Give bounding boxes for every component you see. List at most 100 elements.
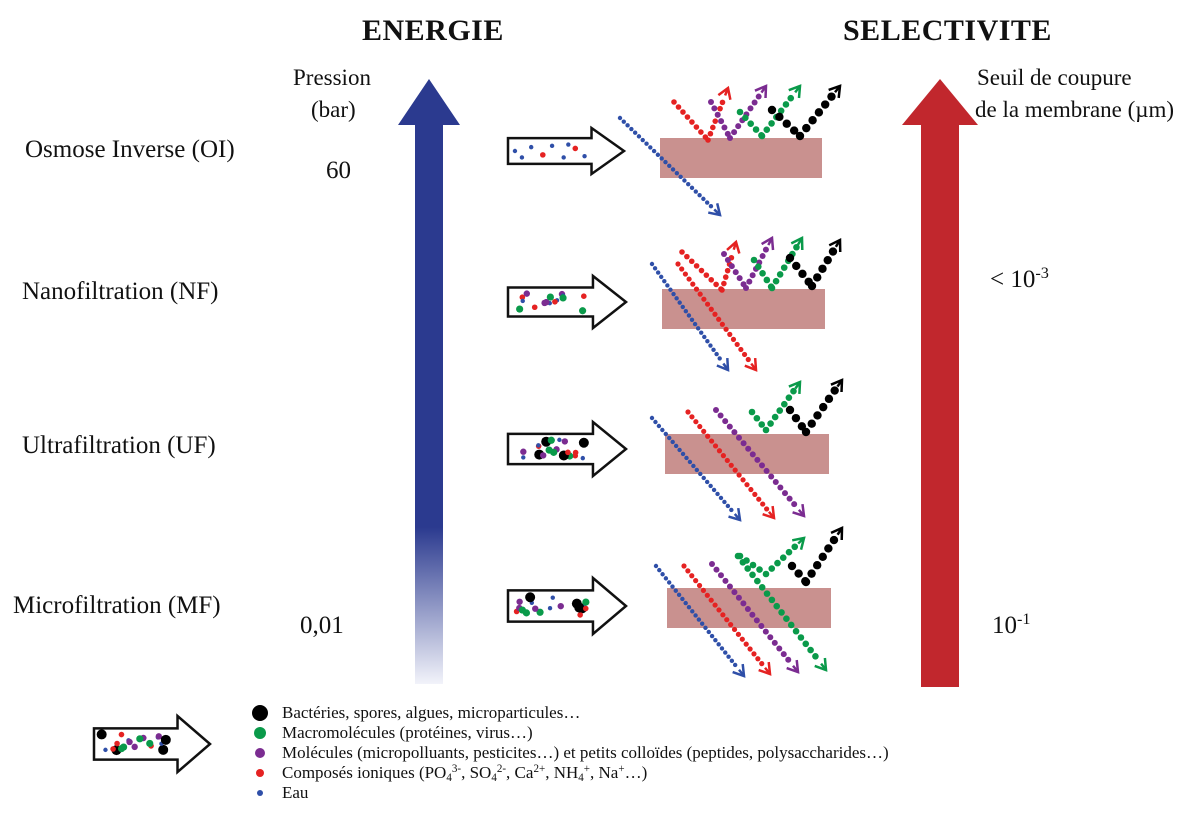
legend: Bactéries, spores, algues, microparticul… <box>252 703 889 803</box>
macro-reject-nf <box>750 235 804 292</box>
pressure-label-line1: Pression <box>293 65 371 90</box>
legend-text-macro: Macromolécules (protéines, virus…) <box>282 723 533 742</box>
feed-arrow-oi <box>506 125 627 177</box>
water-particle <box>561 155 566 160</box>
ionic-flow-mf <box>681 563 772 676</box>
ionic-particle <box>572 452 579 459</box>
bacteria-reject-nf <box>785 238 842 291</box>
legend-feed-arrow <box>92 713 212 775</box>
macro-reject-uf <box>748 380 802 434</box>
cutoff-top-exp: -3 <box>1035 264 1049 283</box>
water-particle <box>520 298 525 304</box>
legend-item-macro: Macromolécules (protéines, virus…) <box>252 723 889 743</box>
macro-particle <box>547 436 555 444</box>
process-label-nf: Nanofiltration (NF) <box>22 278 219 305</box>
legend-text-molecule: Molécules (micropolluants, pesticites…) … <box>282 743 889 762</box>
membrane-nf <box>662 289 825 329</box>
macro-particle <box>546 293 554 301</box>
ionic-particle <box>110 746 116 752</box>
water-particle <box>566 142 571 147</box>
legend-text-bacteria: Bactéries, spores, algues, microparticul… <box>282 703 581 722</box>
molecule-reject-oi <box>708 84 768 141</box>
molecule-particle <box>557 602 564 610</box>
water-flow-oi <box>617 115 722 217</box>
water-flow-nf <box>649 261 730 372</box>
macro-particle <box>582 598 590 606</box>
molecule-particle <box>540 452 547 459</box>
bacteria-reject-mf <box>787 526 844 587</box>
cutoff-label-line2: de la membrane (µm) <box>975 97 1175 122</box>
selectivity-heading: SELECTIVITE <box>843 14 1052 47</box>
macro-particle <box>518 606 526 614</box>
water-flow-uf <box>649 415 742 522</box>
process-label-uf: Ultrafiltration (UF) <box>22 432 216 459</box>
bacteria-particle <box>525 592 536 603</box>
molecule-particle <box>520 448 527 455</box>
process-label-mf: Microfiltration (MF) <box>13 592 221 619</box>
cutoff-bottom-base: 10 <box>992 612 1017 639</box>
bacteria-reject-oi <box>767 84 842 141</box>
macro-particle <box>536 608 544 616</box>
water-particle <box>580 455 585 461</box>
pressure-label: Pression (bar) <box>293 62 371 126</box>
pressure-unit: (bar) <box>311 97 356 122</box>
energy-heading: ENERGIE <box>362 14 504 47</box>
molecule-particle <box>131 743 138 751</box>
feed-arrow-mf <box>506 575 628 637</box>
bacteria-particle <box>96 729 107 740</box>
cutoff-top-base: < 10 <box>990 266 1036 293</box>
macro-reject-oi <box>736 84 802 140</box>
cutoff-bottom-value: 10-1 <box>992 610 1031 640</box>
ionic-particle <box>540 152 546 158</box>
water-particle <box>521 455 526 460</box>
cutoff-bottom-exp: -1 <box>1017 610 1031 629</box>
water-particle <box>549 143 555 149</box>
molecule-particle <box>155 733 162 740</box>
molecule-particle <box>532 605 539 612</box>
macro-reject-mf <box>736 536 806 578</box>
legend-item-bacteria: Bactéries, spores, algues, microparticul… <box>252 703 889 723</box>
ionic-particle <box>581 293 587 300</box>
ionic-dot-icon <box>256 769 264 777</box>
ionic-particle <box>572 145 579 152</box>
bacteria-particle <box>160 734 171 745</box>
ionic-particle <box>552 298 558 305</box>
legend-text-ionic: Composés ioniques (PO43-, SO42-, Ca2+, N… <box>282 762 648 784</box>
ionic-particle <box>577 612 583 618</box>
bacteria-particle <box>578 437 589 448</box>
bacteria-reject-uf <box>785 378 844 437</box>
water-particle <box>536 443 541 448</box>
macro-dot-icon <box>254 727 266 739</box>
water-particle <box>557 437 562 443</box>
molecule-flow-mf <box>709 561 800 674</box>
molecule-particle <box>561 438 569 445</box>
water-particle <box>582 153 587 159</box>
cutoff-label-line1: Seuil de coupure <box>977 65 1132 90</box>
legend-item-water: Eau <box>252 783 889 803</box>
macro-particle <box>545 446 553 454</box>
ionic-flow-nf <box>675 261 758 372</box>
cutoff-top-value: < 10-3 <box>990 264 1049 294</box>
ionic-particle <box>565 449 571 456</box>
feed-arrow-uf <box>506 419 628 479</box>
molecule-reject-nf <box>721 235 775 291</box>
legend-item-ionic: Composés ioniques (PO43-, SO42-, Ca2+, N… <box>252 763 889 783</box>
membrane-oi <box>660 138 822 178</box>
molecule-dot-icon <box>255 748 265 758</box>
water-particle <box>512 148 518 154</box>
pressure-top-value: 60 <box>326 157 351 184</box>
water-dot-icon <box>257 790 263 796</box>
cutoff-label: Seuil de coupure de la membrane (µm) <box>975 62 1174 126</box>
water-particle <box>103 747 108 753</box>
molecule-particle <box>126 738 133 746</box>
water-flow-mf <box>653 563 746 678</box>
macro-flow-mf <box>734 552 828 672</box>
molecule-particle <box>516 598 523 605</box>
molecule-particle <box>523 290 530 297</box>
macro-particle <box>136 735 144 743</box>
energy-arrow <box>398 79 460 684</box>
ionic-particle <box>582 605 589 612</box>
molecule-particle <box>541 299 548 307</box>
water-particle <box>547 606 553 611</box>
